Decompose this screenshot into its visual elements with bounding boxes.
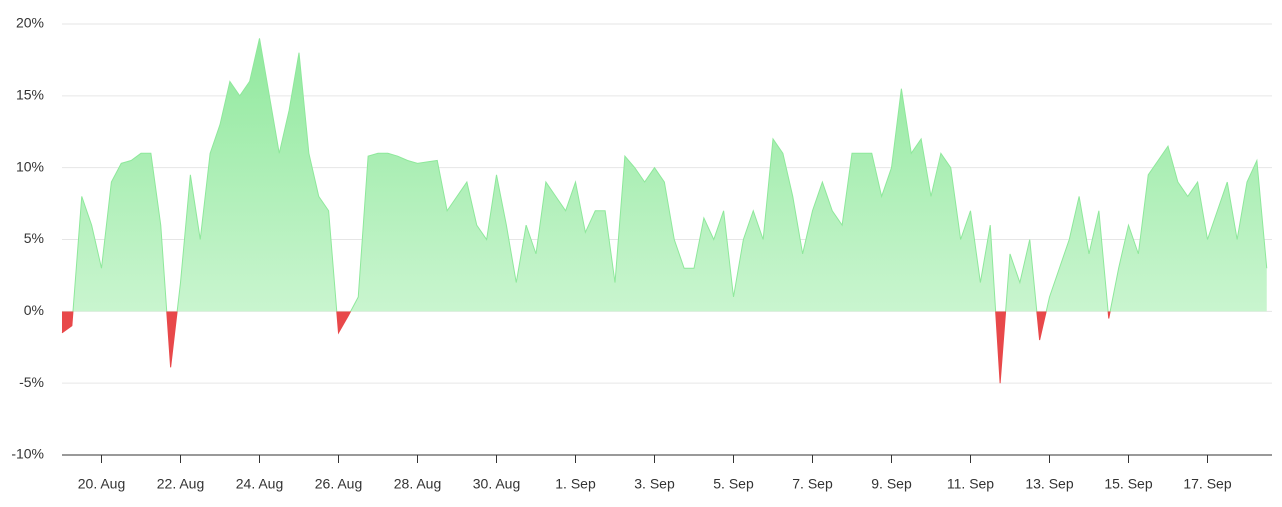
x-tick-label: 11. Sep xyxy=(947,476,994,492)
y-tick-label: 10% xyxy=(16,158,44,174)
x-tick-label: 1. Sep xyxy=(555,476,596,492)
x-tick-label: 22. Aug xyxy=(157,476,205,492)
x-tick-label: 13. Sep xyxy=(1025,476,1073,492)
area-line xyxy=(61,38,1268,384)
x-tick-label: 17. Sep xyxy=(1183,476,1231,492)
x-tick-label: 24. Aug xyxy=(236,476,284,492)
y-tick-label: -10% xyxy=(11,446,44,462)
x-tick-label: 5. Sep xyxy=(713,476,754,492)
x-tick-label: 30. Aug xyxy=(473,476,521,492)
x-tick-label: 20. Aug xyxy=(78,476,126,492)
area xyxy=(62,38,1267,384)
y-tick-label: -5% xyxy=(19,374,44,390)
y-tick-label: 20% xyxy=(16,15,44,31)
y-tick-label: 5% xyxy=(24,230,44,246)
x-tick-label: 28. Aug xyxy=(394,476,442,492)
x-tick-label: 9. Sep xyxy=(871,476,912,492)
x-tick-label: 3. Sep xyxy=(634,476,675,492)
x-tick-label: 7. Sep xyxy=(792,476,833,492)
y-tick-label: 15% xyxy=(16,87,44,103)
x-tick-label: 26. Aug xyxy=(315,476,363,492)
y-tick-label: 0% xyxy=(24,302,44,318)
x-tick-label: 15. Sep xyxy=(1104,476,1152,492)
